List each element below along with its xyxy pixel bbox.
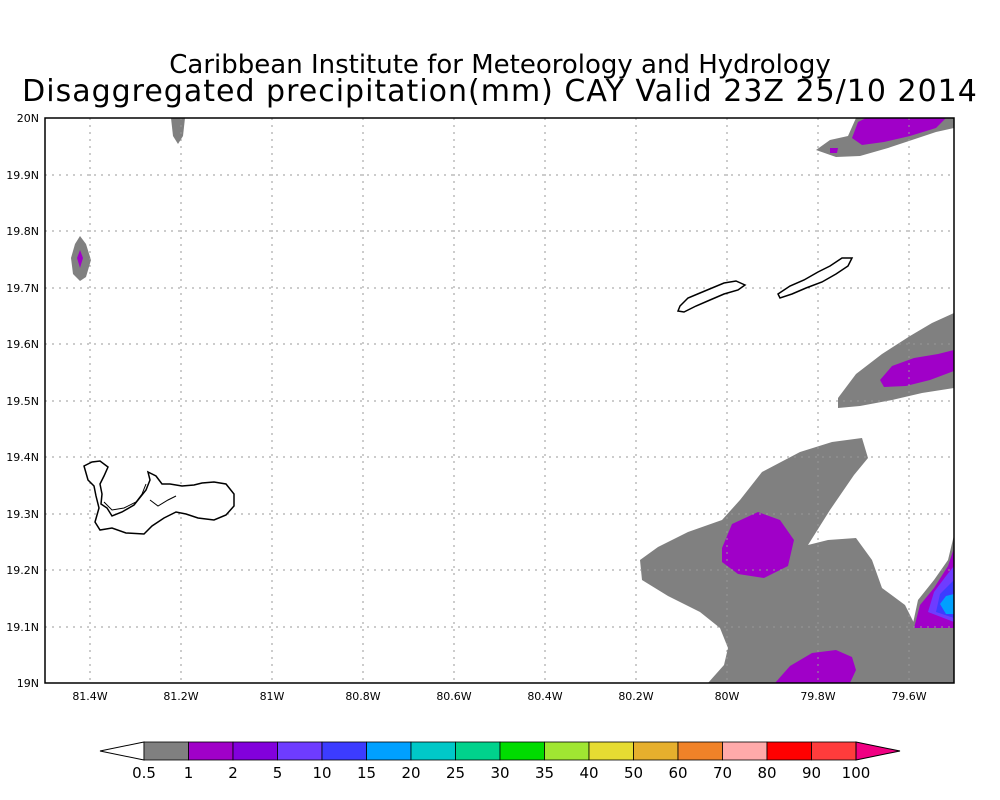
x-tick-label: 81W bbox=[260, 690, 285, 703]
precip-purple-northeast bbox=[852, 118, 946, 145]
colorbar-label: 15 bbox=[357, 764, 376, 782]
y-tick-label: 19.4N bbox=[6, 451, 39, 464]
y-tick-label: 19N bbox=[17, 677, 39, 690]
precip-purple-west-blob bbox=[77, 250, 83, 268]
colorbar-swatch bbox=[588, 741, 634, 761]
colorbar-swatch bbox=[366, 741, 412, 761]
colorbar-swatch bbox=[811, 741, 857, 761]
x-tick-label: 81.2W bbox=[163, 690, 198, 703]
grand-cayman-sound bbox=[103, 483, 177, 511]
colorbar-swatch bbox=[143, 741, 189, 761]
colorbar-label: 20 bbox=[401, 764, 420, 782]
colorbar-swatch bbox=[499, 741, 545, 761]
y-tick-label: 19.7N bbox=[6, 282, 39, 295]
y-axis-labels: 19N 19.1N 19.2N 19.3N 19.4N 19.5N 19.6N … bbox=[6, 112, 39, 690]
colorbar-swatch bbox=[544, 741, 590, 761]
colorbar-swatch bbox=[188, 741, 234, 761]
colorbar-swatch bbox=[410, 741, 456, 761]
map-frame bbox=[44, 117, 955, 684]
y-tick-label: 19.9N bbox=[6, 169, 39, 182]
colorbar-label: 35 bbox=[535, 764, 554, 782]
precip-purple-dot bbox=[830, 148, 838, 153]
x-tick-label: 79.8W bbox=[800, 690, 835, 703]
precip-gray-north-blob bbox=[171, 118, 185, 144]
precip-gray-south bbox=[640, 438, 954, 683]
colorbar-label: 2 bbox=[228, 764, 238, 782]
precip-purple-south bbox=[775, 650, 856, 683]
precip-gray-east bbox=[838, 313, 954, 408]
colorbar-swatch bbox=[321, 741, 367, 761]
colorbar-label: 0.5 bbox=[132, 764, 156, 782]
x-tick-label: 81.4W bbox=[72, 690, 107, 703]
colorbar-label: 40 bbox=[579, 764, 598, 782]
map-grid bbox=[45, 118, 954, 683]
colorbar-label: 5 bbox=[273, 764, 283, 782]
colorbar-swatch bbox=[277, 741, 323, 761]
x-tick-label: 80.6W bbox=[436, 690, 471, 703]
colorbar-arrow-low bbox=[99, 741, 145, 761]
colorbar-swatch bbox=[455, 741, 501, 761]
x-tick-label: 79.6W bbox=[891, 690, 926, 703]
island-cayman-brac bbox=[777, 257, 854, 299]
y-tick-label: 19.5N bbox=[6, 395, 39, 408]
islands bbox=[83, 257, 854, 535]
x-tick-label: 80.4W bbox=[527, 690, 562, 703]
y-tick-label: 19.2N bbox=[6, 564, 39, 577]
precip-fills bbox=[71, 118, 954, 683]
colorbar-label: 50 bbox=[624, 764, 643, 782]
colorbar-label: 70 bbox=[713, 764, 732, 782]
title-product: Disaggregated precipitation(mm) CAY Vali… bbox=[22, 74, 978, 109]
precip-cyan-east-edge bbox=[940, 594, 954, 614]
colorbar-label: 60 bbox=[668, 764, 687, 782]
y-tick-label: 20N bbox=[17, 112, 39, 125]
colorbar-swatch bbox=[633, 741, 679, 761]
colorbar-swatch bbox=[722, 741, 768, 761]
colorbar-label: 10 bbox=[312, 764, 331, 782]
colorbar-swatch bbox=[766, 741, 812, 761]
y-tick-label: 19.1N bbox=[6, 621, 39, 634]
colorbar-label: 1 bbox=[184, 764, 194, 782]
colorbar-label: 25 bbox=[446, 764, 465, 782]
x-tick-label: 80.2W bbox=[618, 690, 653, 703]
x-tick-label: 80.8W bbox=[345, 690, 380, 703]
precip-purple-east bbox=[880, 350, 954, 387]
y-tick-label: 19.8N bbox=[6, 225, 39, 238]
colorbar-label: 100 bbox=[842, 764, 871, 782]
y-tick-label: 19.6N bbox=[6, 338, 39, 351]
x-axis-labels: 81.4W 81.2W 81W 80.8W 80.6W 80.4W 80.2W … bbox=[72, 690, 926, 703]
colorbar-label: 90 bbox=[802, 764, 821, 782]
title-institute: Caribbean Institute for Meteorology and … bbox=[169, 50, 831, 80]
map-panel bbox=[44, 117, 955, 684]
precip-purple-central bbox=[722, 512, 794, 578]
colorbar-swatch bbox=[232, 741, 278, 761]
colorbar: 0.5 1 2 5 10 15 20 25 30 35 40 50 60 70 80 90 100 bbox=[99, 741, 901, 782]
colorbar-label: 80 bbox=[757, 764, 776, 782]
x-tick-label: 80W bbox=[715, 690, 740, 703]
colorbar-label: 30 bbox=[490, 764, 509, 782]
y-tick-label: 19.3N bbox=[6, 508, 39, 521]
colorbar-swatch bbox=[677, 741, 723, 761]
island-little-cayman bbox=[676, 280, 747, 313]
colorbar-arrow-high bbox=[855, 741, 901, 761]
island-grand-cayman bbox=[83, 460, 235, 535]
